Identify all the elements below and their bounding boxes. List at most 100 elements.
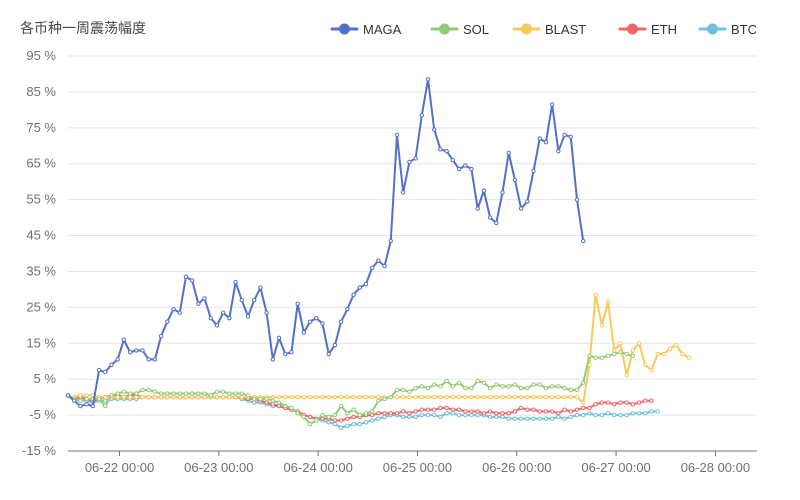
data-point[interactable] bbox=[568, 409, 573, 414]
data-point[interactable] bbox=[587, 411, 592, 416]
data-point[interactable] bbox=[357, 285, 362, 290]
data-point[interactable] bbox=[413, 414, 418, 420]
data-point[interactable] bbox=[425, 77, 431, 82]
data-point[interactable] bbox=[165, 319, 170, 324]
data-point[interactable] bbox=[419, 412, 425, 418]
data-point[interactable] bbox=[612, 412, 617, 418]
data-point[interactable] bbox=[444, 405, 449, 411]
data-point[interactable] bbox=[605, 411, 611, 416]
data-point[interactable] bbox=[127, 350, 133, 355]
data-point[interactable] bbox=[227, 315, 232, 321]
data-point[interactable] bbox=[189, 394, 195, 400]
data-point[interactable] bbox=[500, 394, 505, 400]
data-point[interactable] bbox=[115, 394, 120, 400]
data-point[interactable] bbox=[494, 394, 499, 400]
data-point[interactable] bbox=[84, 393, 89, 398]
data-point[interactable] bbox=[487, 215, 493, 220]
data-point[interactable] bbox=[525, 199, 530, 204]
data-point[interactable] bbox=[338, 418, 344, 423]
data-point[interactable] bbox=[506, 394, 511, 400]
data-point[interactable] bbox=[376, 411, 381, 416]
data-point[interactable] bbox=[531, 382, 536, 387]
data-point[interactable] bbox=[400, 414, 406, 420]
legend-item-sol[interactable]: SOL bbox=[430, 22, 489, 37]
data-point[interactable] bbox=[419, 407, 425, 412]
data-point[interactable] bbox=[357, 394, 362, 400]
data-point[interactable] bbox=[103, 369, 108, 375]
data-point[interactable] bbox=[233, 391, 238, 396]
data-point[interactable] bbox=[487, 414, 493, 420]
data-point[interactable] bbox=[581, 400, 586, 405]
data-point[interactable] bbox=[444, 411, 449, 416]
data-point[interactable] bbox=[432, 382, 437, 387]
data-point[interactable] bbox=[500, 414, 505, 420]
data-point[interactable] bbox=[407, 414, 412, 420]
data-point[interactable] bbox=[425, 412, 431, 418]
data-point[interactable] bbox=[276, 400, 282, 405]
data-point[interactable] bbox=[413, 409, 418, 414]
data-point[interactable] bbox=[295, 411, 300, 416]
data-point[interactable] bbox=[357, 412, 362, 418]
data-point[interactable] bbox=[332, 394, 338, 400]
data-point[interactable] bbox=[525, 416, 530, 421]
data-point[interactable] bbox=[363, 281, 369, 287]
data-point[interactable] bbox=[525, 407, 530, 412]
data-point[interactable] bbox=[109, 362, 114, 368]
data-point[interactable] bbox=[245, 314, 251, 319]
data-point[interactable] bbox=[512, 416, 518, 421]
data-point[interactable] bbox=[78, 393, 83, 398]
data-point[interactable] bbox=[562, 132, 567, 138]
data-point[interactable] bbox=[239, 394, 245, 400]
data-point[interactable] bbox=[78, 403, 83, 409]
data-point[interactable] bbox=[630, 402, 636, 407]
data-point[interactable] bbox=[512, 177, 518, 183]
data-point[interactable] bbox=[220, 389, 226, 394]
data-point[interactable] bbox=[463, 163, 468, 168]
data-point[interactable] bbox=[369, 394, 375, 400]
data-point[interactable] bbox=[202, 391, 207, 396]
data-point[interactable] bbox=[369, 409, 375, 414]
data-point[interactable] bbox=[326, 414, 331, 420]
data-point[interactable] bbox=[562, 385, 567, 391]
data-point[interactable] bbox=[276, 335, 282, 341]
data-point[interactable] bbox=[258, 285, 263, 290]
data-point[interactable] bbox=[556, 384, 561, 389]
data-point[interactable] bbox=[202, 296, 207, 301]
data-point[interactable] bbox=[121, 389, 127, 394]
data-point[interactable] bbox=[438, 405, 443, 411]
data-point[interactable] bbox=[369, 418, 375, 423]
data-point[interactable] bbox=[183, 391, 189, 396]
data-point[interactable] bbox=[276, 394, 282, 400]
data-point[interactable] bbox=[326, 394, 331, 400]
data-point[interactable] bbox=[283, 351, 288, 357]
data-point[interactable] bbox=[84, 402, 89, 407]
data-point[interactable] bbox=[338, 319, 344, 324]
data-point[interactable] bbox=[252, 396, 257, 402]
data-point[interactable] bbox=[314, 394, 319, 400]
data-point[interactable] bbox=[593, 292, 598, 297]
data-point[interactable] bbox=[549, 384, 555, 389]
data-point[interactable] bbox=[245, 393, 251, 398]
data-point[interactable] bbox=[351, 394, 356, 400]
data-point[interactable] bbox=[413, 385, 418, 391]
data-point[interactable] bbox=[506, 411, 511, 416]
data-point[interactable] bbox=[345, 416, 350, 421]
data-point[interactable] bbox=[655, 351, 660, 357]
data-point[interactable] bbox=[134, 391, 139, 396]
data-point[interactable] bbox=[326, 351, 331, 357]
data-point[interactable] bbox=[376, 416, 381, 421]
data-point[interactable] bbox=[475, 394, 480, 400]
data-point[interactable] bbox=[494, 220, 499, 226]
data-point[interactable] bbox=[487, 385, 493, 391]
data-point[interactable] bbox=[438, 147, 443, 152]
data-point[interactable] bbox=[419, 384, 425, 389]
data-point[interactable] bbox=[444, 394, 449, 400]
data-point[interactable] bbox=[214, 394, 220, 400]
data-point[interactable] bbox=[469, 412, 474, 418]
data-point[interactable] bbox=[432, 127, 437, 132]
data-point[interactable] bbox=[103, 398, 108, 403]
data-point[interactable] bbox=[307, 414, 313, 420]
data-point[interactable] bbox=[407, 389, 412, 394]
data-point[interactable] bbox=[574, 387, 580, 393]
data-point[interactable] bbox=[177, 391, 182, 396]
